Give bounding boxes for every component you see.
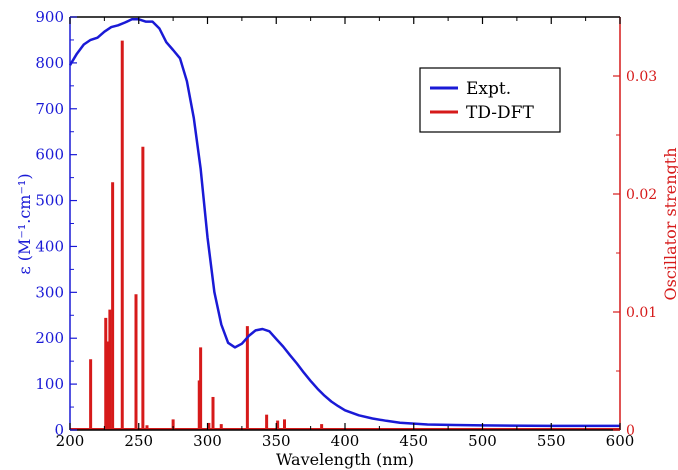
- y-axis-right-title: Oscillator strength: [661, 147, 678, 300]
- legend-label-expt: Expt.: [466, 79, 511, 99]
- x-tick-label: 350: [262, 432, 291, 450]
- legend: Expt. TD-DFT: [419, 67, 561, 133]
- plot-area: [68, 18, 620, 430]
- y-left-tick-label: 300: [35, 283, 64, 301]
- x-axis-title: Wavelength (nm): [276, 450, 414, 469]
- x-tick-label: 500: [468, 432, 497, 450]
- x-tick-label: 300: [193, 432, 222, 450]
- legend-box: [419, 67, 561, 133]
- legend-label-tddft: TD-DFT: [466, 103, 534, 123]
- y-axis-left-title: ε (M⁻¹.cm⁻¹): [15, 173, 34, 274]
- y-right-tick-label: 0.03: [626, 69, 657, 85]
- y-left-tick-label: 900: [35, 8, 64, 26]
- x-tick-label: 450: [399, 432, 428, 450]
- x-tick-label: 550: [537, 432, 566, 450]
- y-left-tick-label: 800: [35, 54, 64, 72]
- y-left-tick-label: 100: [35, 375, 64, 393]
- x-tick-label: 400: [331, 432, 360, 450]
- x-tick-label: 600: [606, 432, 635, 450]
- y-left-tick-label: 500: [35, 192, 64, 210]
- y-right-tick-label: 0.01: [626, 305, 657, 321]
- y-left-tick-label: 200: [35, 329, 64, 347]
- x-tick-label: 250: [124, 432, 153, 450]
- y-right-tick-label: 0: [626, 423, 635, 439]
- axes: 200 250 300 350 400 450 500 550 6000100200300400…: [15, 8, 678, 469]
- y-left-tick-label: 700: [35, 100, 64, 118]
- y-right-tick-label: 0.02: [626, 187, 657, 203]
- y-left-tick-label: 0: [54, 421, 64, 439]
- y-left-tick-label: 400: [35, 237, 64, 255]
- y-left-tick-label: 600: [35, 146, 64, 164]
- expt-line: [68, 18, 620, 428]
- x-tick-label: 200: [56, 432, 85, 450]
